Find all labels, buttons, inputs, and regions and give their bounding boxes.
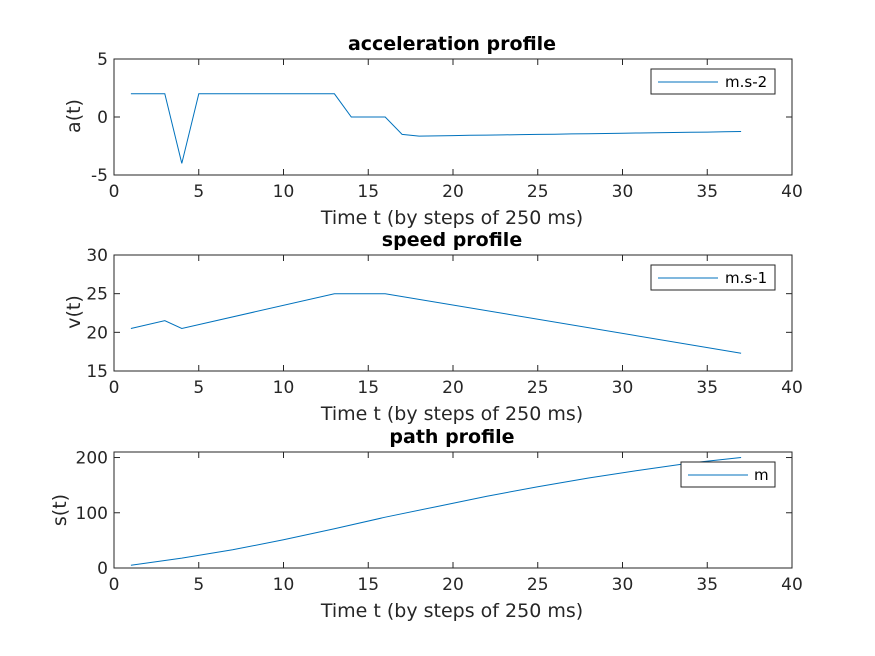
acceleration-xtick-label: 35 (696, 182, 718, 202)
path-ytick-label: 200 (76, 449, 108, 469)
acceleration-series-line (130, 93, 742, 164)
path-subplot: path profile Time t (by steps of 250 ms)… (49, 426, 803, 622)
speed-xtick-label: 30 (612, 378, 634, 398)
speed-ytick-label: 25 (86, 285, 108, 305)
speed-ylabel: v(t) (63, 295, 85, 329)
acceleration-ylabel: a(t) (63, 99, 85, 133)
acceleration-ytick-label: 5 (97, 50, 108, 70)
path-ytick-label: 0 (97, 559, 108, 579)
path-xtick-label: 5 (193, 575, 204, 595)
path-series-line (130, 457, 742, 566)
speed-ytick-label: 20 (86, 323, 108, 343)
acceleration-xtick-label: 10 (273, 182, 295, 202)
acceleration-title: acceleration profile (348, 33, 556, 55)
path-xtick-label: 40 (781, 575, 803, 595)
acceleration-ytick-label: 0 (97, 108, 108, 128)
acceleration-legend-label: m.s-2 (725, 73, 767, 91)
acceleration-xtick-label: 0 (109, 182, 120, 202)
speed-title: speed profile (382, 229, 522, 251)
speed-legend: m.s-1 (650, 264, 776, 291)
speed-marks: 0 5 10 15 20 25 30 35 40 15 20 25 30 (86, 246, 802, 398)
path-xtick-label: 10 (273, 575, 295, 595)
acceleration-xtick-label: 15 (357, 182, 379, 202)
speed-ytick-label: 30 (86, 246, 108, 266)
acceleration-legend-box (650, 68, 776, 95)
acceleration-xtick-label: 5 (193, 182, 204, 202)
path-xtick-label: 35 (696, 575, 718, 595)
path-title: path profile (389, 426, 514, 448)
acceleration-legend: m.s-2 (650, 68, 776, 95)
speed-ytick-label: 15 (86, 362, 108, 382)
path-legend: m (680, 461, 776, 488)
path-xtick-label: 30 (612, 575, 634, 595)
acceleration-marks: 0 5 10 15 20 25 30 35 40-505 (91, 50, 803, 202)
acceleration-xtick-label: 30 (612, 182, 634, 202)
speed-xtick-label: 25 (527, 378, 549, 398)
speed-xtick-label: 10 (273, 378, 295, 398)
speed-xlabel: Time t (by steps of 250 ms) (320, 403, 583, 425)
path-ytick-label: 100 (76, 504, 108, 524)
acceleration-xtick-label: 20 (442, 182, 464, 202)
speed-xtick-label: 40 (781, 378, 803, 398)
speed-xtick-label: 5 (193, 378, 204, 398)
acceleration-xlabel: Time t (by steps of 250 ms) (320, 207, 583, 229)
speed-xtick-label: 0 (109, 378, 120, 398)
path-legend-label: m (754, 466, 769, 484)
path-marks: 0 5 10 15 20 25 30 35 40 0 100 200 (76, 449, 803, 595)
acceleration-ytick-label: -5 (91, 166, 108, 186)
path-xtick-label: 15 (357, 575, 379, 595)
path-xtick-label: 20 (442, 575, 464, 595)
speed-series-line (130, 293, 742, 354)
speed-xtick-label: 35 (696, 378, 718, 398)
path-ylabel: s(t) (49, 494, 71, 526)
path-xlabel: Time t (by steps of 250 ms) (320, 600, 583, 622)
path-xtick-label: 0 (109, 575, 120, 595)
acceleration-xtick-label: 25 (527, 182, 549, 202)
acceleration-xtick-label: 40 (781, 182, 803, 202)
path-xtick-label: 25 (527, 575, 549, 595)
speed-xtick-label: 15 (357, 378, 379, 398)
speed-subplot: speed profile Time t (by steps of 250 ms… (63, 229, 803, 425)
speed-legend-label: m.s-1 (725, 269, 767, 287)
speed-xtick-label: 20 (442, 378, 464, 398)
acceleration-subplot: acceleration profile Time t (by steps of… (63, 33, 803, 229)
